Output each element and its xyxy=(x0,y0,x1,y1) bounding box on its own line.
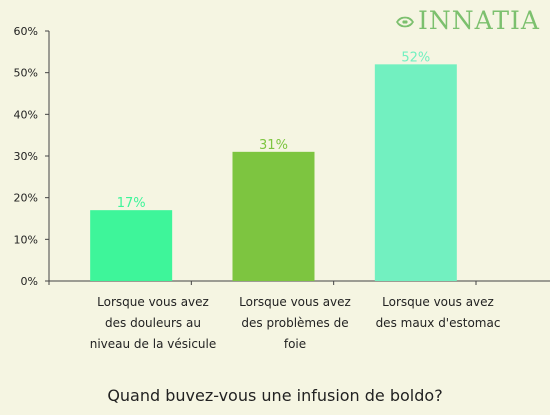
bar-value-label: 31% xyxy=(259,138,288,153)
x-category-label-1: Lorsque vous avez des douleurs au niveau… xyxy=(89,295,217,351)
chart-title: Quand buvez-vous une infusion de boldo? xyxy=(107,386,443,405)
bar-value-label: 52% xyxy=(401,50,430,65)
y-tick-label: 10% xyxy=(14,233,38,246)
y-tick-label: 30% xyxy=(14,150,38,163)
innatia-logo: INNATIA xyxy=(396,4,544,38)
y-tick-label: 0% xyxy=(21,275,38,288)
y-tick-label: 60% xyxy=(14,25,38,38)
y-tick-label: 40% xyxy=(14,108,38,121)
x-category-label-2: Lorsque vous avez des problèmes de foie xyxy=(239,295,351,351)
bar xyxy=(374,64,457,281)
bar xyxy=(90,210,173,281)
y-tick-label: 50% xyxy=(14,67,38,80)
y-tick-label: 20% xyxy=(14,192,38,205)
bar xyxy=(232,151,315,281)
bar-value-label: 17% xyxy=(117,196,146,211)
leaf-right-icon xyxy=(396,16,414,28)
x-category-label-3: Lorsque vous avez des maux d'estomac xyxy=(375,295,501,330)
logo-wordmark: INNATIA xyxy=(418,6,540,35)
